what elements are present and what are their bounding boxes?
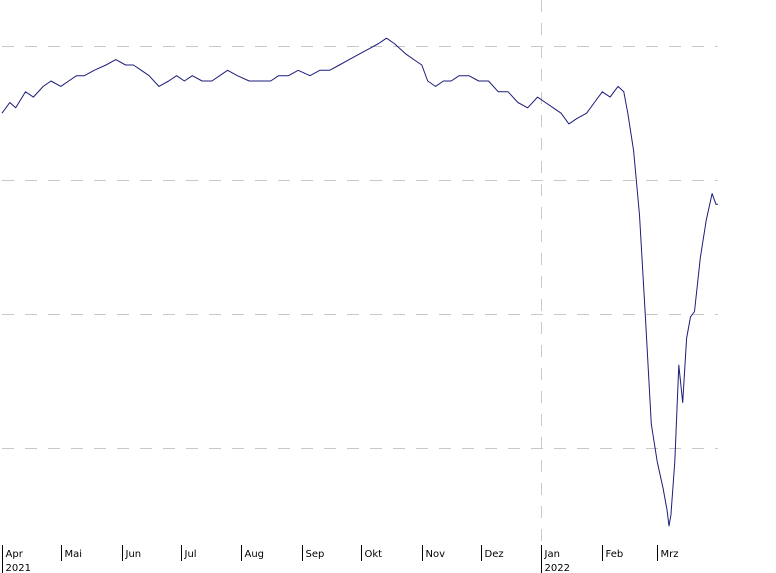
x-tick-label-okt: Okt <box>365 549 383 560</box>
x-tick-label-mrz: Mrz <box>661 549 679 560</box>
x-tick-label-sep: Sep <box>306 549 325 560</box>
x-tick-label-feb: Feb <box>606 549 624 560</box>
x-tick-label-jun: Jun <box>125 549 142 560</box>
x-tick-label-dez: Dez <box>485 549 504 560</box>
series-layer <box>1 37 718 527</box>
x-axis: Apr Mai Jun Jul Aug Sep Okt Nov Dez Jan Feb Mrz 2021… <box>2 545 679 573</box>
year-label-2022: 2022 <box>545 563 570 573</box>
grid-layer <box>2 0 718 573</box>
x-tick-label-jan: Jan <box>544 549 560 560</box>
series-line-1 <box>1 37 718 527</box>
year-label-2021: 2021 <box>6 563 31 573</box>
x-tick-label-mai: Mai <box>65 549 83 560</box>
x-tick-label-nov: Nov <box>426 549 446 560</box>
x-tick-label-apr: Apr <box>6 549 24 560</box>
x-tick-label-aug: Aug <box>245 549 265 560</box>
x-tick-label-jul: Jul <box>184 549 197 560</box>
